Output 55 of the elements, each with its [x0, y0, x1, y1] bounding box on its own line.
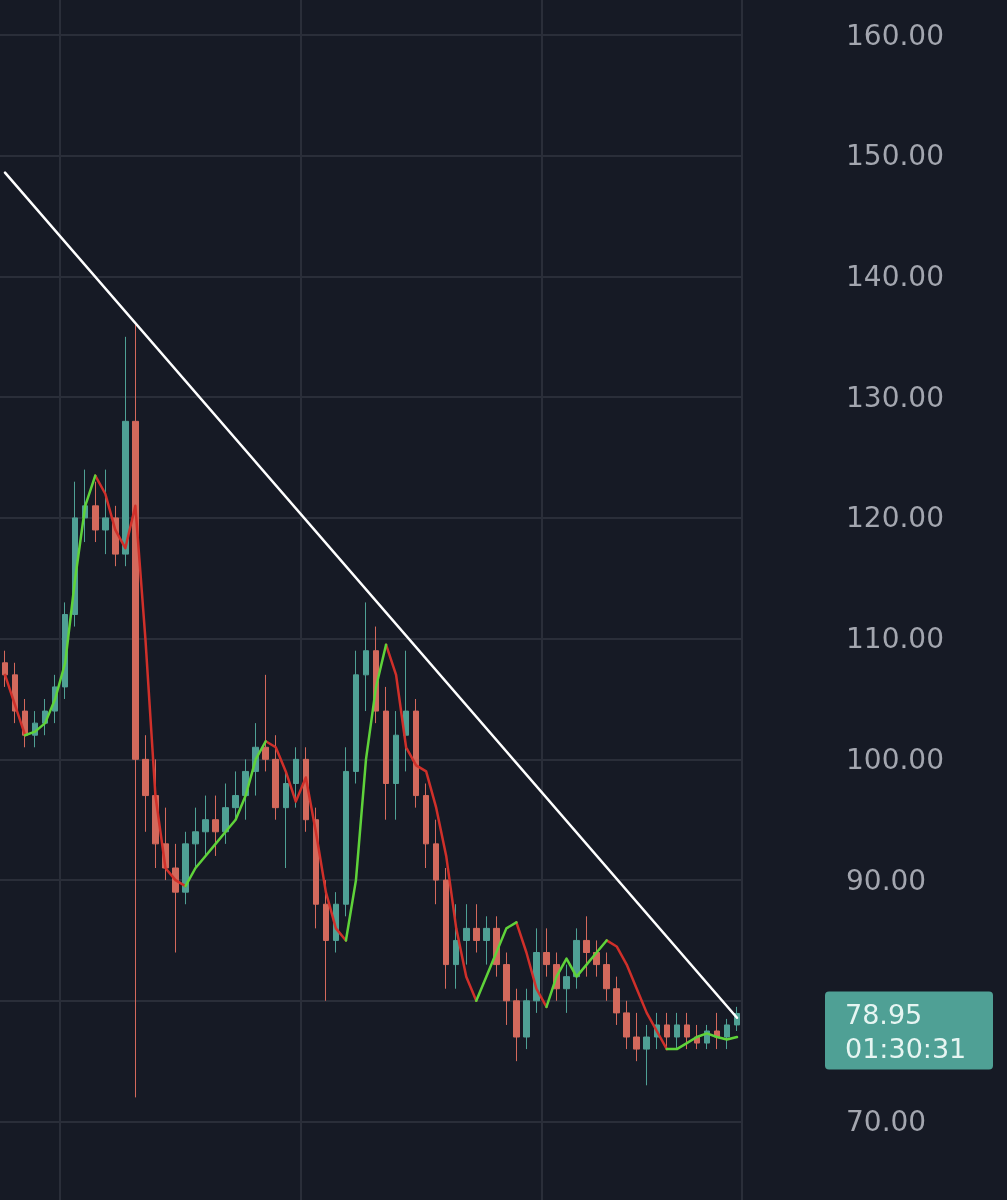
candlestick [393, 710, 399, 821]
y-tick-label: 100.00 [846, 742, 944, 776]
candlestick [323, 879, 329, 1002]
candlestick [92, 481, 99, 543]
candlestick [122, 336, 129, 567]
text: 01:30:31 [845, 1032, 967, 1064]
candlestick [563, 964, 570, 1014]
candlestick [212, 795, 219, 857]
candlestick [102, 469, 109, 555]
candlestick [684, 1012, 690, 1050]
candlestick [503, 952, 510, 1026]
y-tick-label: 70.00 [846, 1105, 927, 1139]
y-tick-label: 140.00 [846, 259, 944, 293]
candlestick [383, 686, 389, 821]
candlestick [353, 650, 359, 784]
candlestick [363, 601, 369, 712]
candlestick [643, 1024, 650, 1086]
candlestick [343, 746, 349, 917]
y-tick-label: 110.00 [846, 622, 944, 656]
candlestick [142, 734, 149, 833]
candlestick [293, 746, 299, 809]
y-tick-label: 90.00 [846, 863, 927, 897]
candlestick [443, 867, 449, 990]
candlestick [132, 324, 139, 1098]
candlestick [413, 698, 419, 809]
candlestick [202, 795, 209, 857]
candlestick [2, 650, 8, 688]
candlestick [623, 1000, 630, 1050]
y-tick-label: 150.00 [846, 139, 944, 173]
candlestick [172, 843, 179, 954]
candlestick [513, 988, 520, 1062]
candlestick [403, 650, 409, 772]
candlestick [192, 807, 199, 869]
candlestick [613, 976, 620, 1026]
candlestick [583, 915, 590, 978]
candlestick [633, 1012, 640, 1062]
candlestick [463, 903, 470, 966]
candlestick [182, 831, 189, 905]
candlestick [523, 988, 530, 1050]
candlestick [674, 1012, 680, 1050]
candlestick [473, 903, 480, 954]
candlestick [543, 927, 550, 978]
candlestick [724, 1018, 730, 1050]
candlestick [272, 734, 279, 821]
candlestick [423, 783, 429, 869]
candlestick [433, 819, 439, 905]
candlestick [222, 783, 229, 845]
candlestick [714, 1012, 720, 1050]
candlestick [483, 915, 490, 966]
candlestick [603, 952, 610, 1002]
candlestick [262, 674, 269, 772]
y-tick-label: 160.00 [846, 18, 944, 52]
text: 78.95 [845, 998, 923, 1030]
y-tick-label: 120.00 [846, 501, 944, 535]
y-tick-label: 130.00 [846, 380, 944, 414]
